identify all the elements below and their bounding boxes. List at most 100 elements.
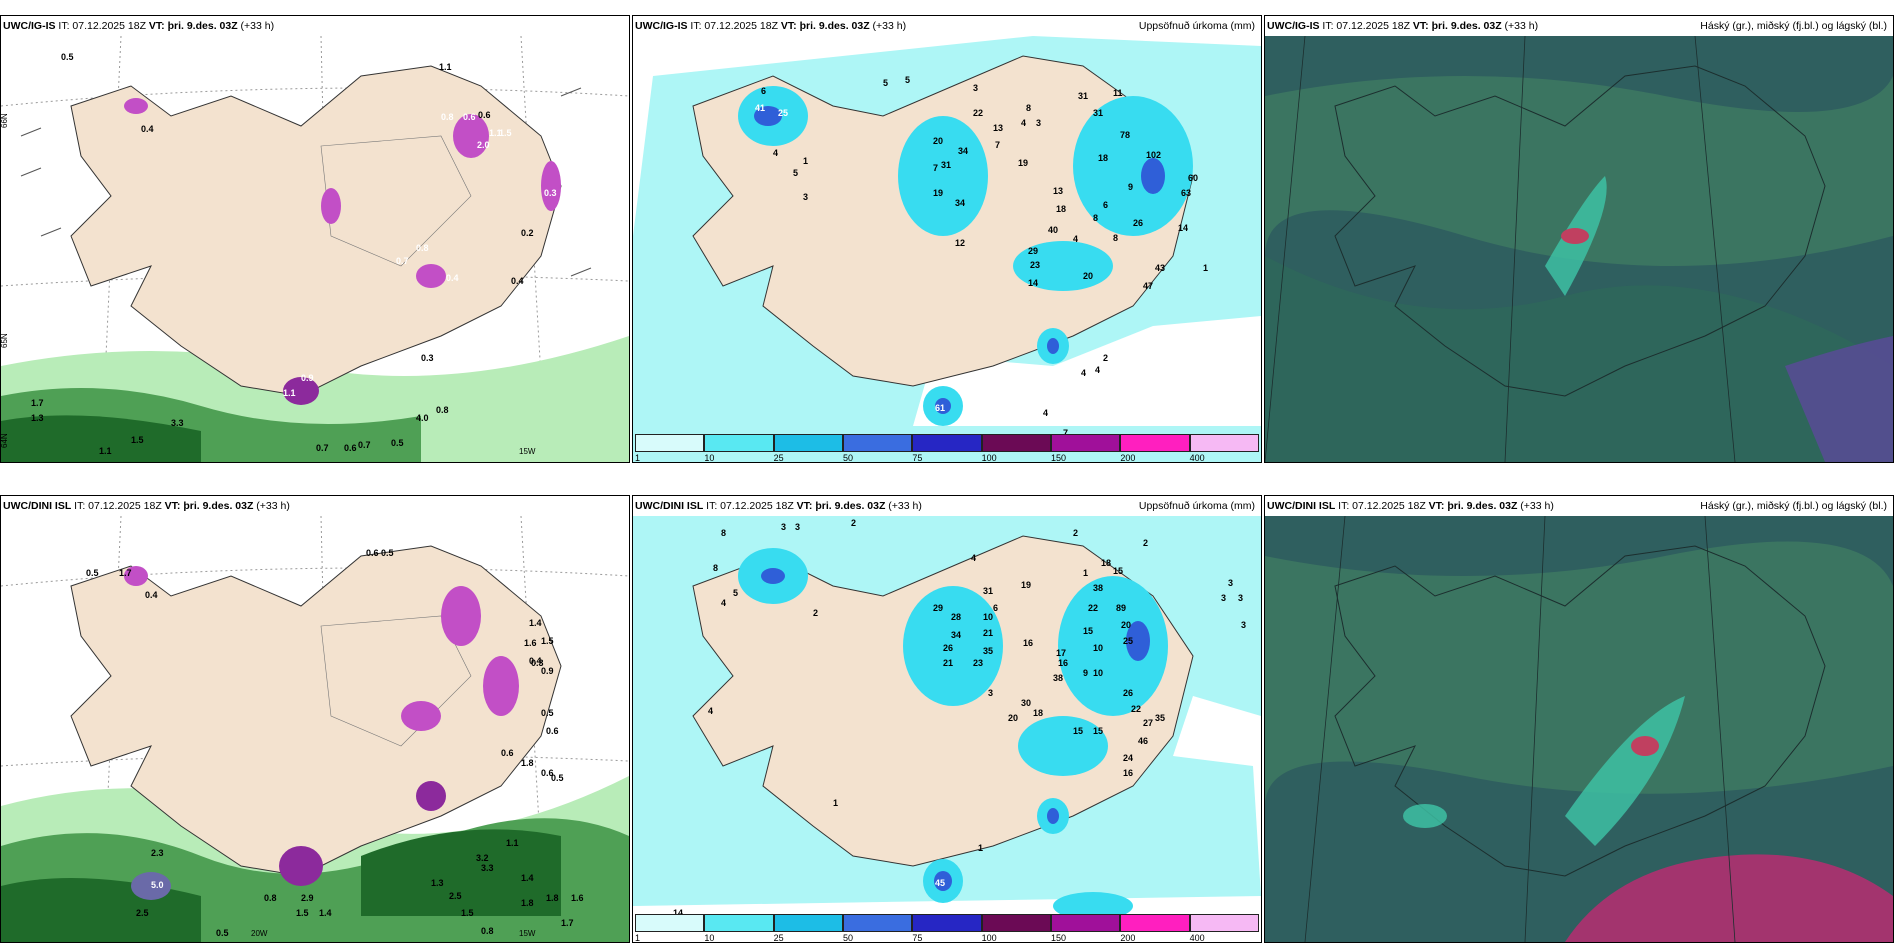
- value-label: 19: [1018, 158, 1028, 168]
- colorbar-segment: [1051, 434, 1121, 452]
- colorbar-tick: 100: [981, 933, 997, 943]
- panel-header: UWC/DINI ISL IT: 07.12.2025 18Z VT: þri.…: [1265, 496, 1893, 516]
- value-label: 22: [1131, 704, 1141, 714]
- value-label: 7: [1063, 428, 1068, 438]
- value-label: 6: [993, 603, 998, 613]
- value-label: 4: [773, 148, 778, 158]
- value-label: 21: [943, 658, 953, 668]
- lead-time: (+33 h): [872, 20, 907, 32]
- value-label: 18: [1101, 558, 1111, 568]
- value-label: 0.5: [381, 548, 394, 558]
- value-label: 0.5: [551, 773, 564, 783]
- panel-header: UWC/IG-IS IT: 07.12.2025 18Z VT: þri. 9.…: [1265, 16, 1893, 36]
- value-label: 3: [1221, 593, 1226, 603]
- valid-label: VT:: [796, 500, 813, 512]
- colorbar-tick: 25: [773, 933, 784, 943]
- value-label: 0.5: [391, 438, 404, 448]
- value-label: 61: [935, 403, 945, 413]
- value-label: 0.3: [531, 658, 544, 668]
- value-label: 1.3: [431, 878, 444, 888]
- value-label: 26: [1123, 688, 1133, 698]
- value-label: 8: [1093, 213, 1098, 223]
- value-label: 15: [1113, 566, 1123, 576]
- value-label: 20: [1121, 620, 1131, 630]
- init-time: IT: 07.12.2025 18Z: [74, 500, 162, 512]
- value-label: 8: [713, 563, 718, 573]
- value-label: 8: [1113, 233, 1118, 243]
- panel-dini-precip: UWC/DINI ISL IT: 07.12.2025 18Z VT: þri.…: [632, 495, 1262, 943]
- value-label: 24: [1123, 753, 1133, 763]
- panel-title: Uppsöfnuð úrkoma (mm): [1138, 20, 1255, 32]
- value-label: 0.8: [416, 243, 429, 253]
- model-name: UWC/IG-IS: [3, 20, 56, 32]
- value-label: 25: [1123, 636, 1133, 646]
- value-label: 1.4: [529, 618, 542, 628]
- value-label: 2.5: [449, 891, 462, 901]
- value-label: 0.8: [264, 893, 277, 903]
- colorbar-segment: [981, 914, 1051, 932]
- value-label: 0.6: [463, 112, 476, 122]
- value-label: 4: [721, 598, 726, 608]
- latitude-label: 64N: [1, 433, 9, 448]
- colorbar-segment: [1189, 914, 1259, 932]
- value-label: 3: [1241, 620, 1246, 630]
- value-label: 31: [1093, 108, 1103, 118]
- colorbar-segment: [843, 914, 913, 932]
- value-label: 13: [993, 123, 1003, 133]
- wind-map-svg: 0.5 1.1 0.6 0.8 0.6 0.4 0.8 0.4 0.7 0.4 …: [1, 36, 629, 462]
- colorbar-segment: [635, 914, 705, 932]
- init-time: IT: 07.12.2025 18Z: [1338, 500, 1426, 512]
- panel-ig-cloud: UWC/IG-IS IT: 07.12.2025 18Z VT: þri. 9.…: [1264, 15, 1894, 463]
- value-label: 18: [1033, 708, 1043, 718]
- value-label: 0.6: [541, 768, 554, 778]
- value-label: 1.7: [119, 568, 132, 578]
- value-label: 0.9: [301, 373, 314, 383]
- value-label: 13: [1053, 186, 1063, 196]
- value-label: 30: [1021, 698, 1031, 708]
- precip-values: 5 5 3 8 4 3 31 11 22 13 31 20 34 7 19 78…: [755, 75, 1208, 446]
- map-precip-ig: 5 5 3 8 4 3 31 11 22 13 31 20 34 7 19 78…: [633, 36, 1261, 462]
- panel-title: Háský (gr.), miðský (fj.bl.) og lágský (…: [1700, 20, 1887, 32]
- value-label: 1.5: [131, 435, 144, 445]
- value-label: 19: [1021, 580, 1031, 590]
- value-label: 10: [1093, 643, 1103, 653]
- value-label: 9: [1128, 182, 1133, 192]
- value-label: 46: [1138, 736, 1148, 746]
- colorbar-segment: [1051, 914, 1121, 932]
- map-cloud-ig: [1265, 36, 1893, 462]
- init-time: IT: 07.12.2025 18Z: [690, 20, 778, 32]
- value-label: 10: [1093, 668, 1103, 678]
- map-wind-dini: 0.6 0.5 0.5 1.7 0.4 1.5 1.6 1.4 0.3 0.5 …: [1, 516, 629, 942]
- value-label: 14: [673, 908, 683, 918]
- value-label: 23: [973, 658, 983, 668]
- value-label: 0.6: [546, 726, 559, 736]
- value-label: 1.6: [571, 893, 584, 903]
- value-label: 31: [941, 160, 951, 170]
- value-label: 7: [995, 140, 1000, 150]
- value-label: 31: [983, 586, 993, 596]
- valid-time: þri. 9.des. 03Z: [183, 500, 254, 512]
- precip-colorbar: 1 10 25 50 75 100 150 200 400: [635, 914, 1259, 942]
- value-label: 19: [933, 188, 943, 198]
- value-label: 0.6: [366, 548, 379, 558]
- colorbar-tick: 150: [1051, 453, 1067, 463]
- value-label: 3.3: [171, 418, 184, 428]
- value-label: 1.1: [99, 446, 112, 456]
- value-label: 2.3: [151, 848, 164, 858]
- value-label: 1.1: [506, 838, 519, 848]
- value-label: 25: [778, 108, 788, 118]
- value-label: 1.8: [521, 758, 534, 768]
- value-label: 3: [795, 522, 800, 532]
- panel-title: Uppsöfnuð úrkoma (mm): [1138, 500, 1255, 512]
- value-label: 3: [1036, 118, 1041, 128]
- colorbar-segment: [1120, 434, 1190, 452]
- value-label: 3.3: [481, 863, 494, 873]
- colorbar-segment: [1120, 914, 1190, 932]
- panel-ig-precip: UWC/IG-IS IT: 07.12.2025 18Z VT: þri. 9.…: [632, 15, 1262, 463]
- value-label: 3: [988, 688, 993, 698]
- value-label: 2: [1103, 353, 1108, 363]
- value-label: 0.8: [481, 926, 494, 936]
- lead-time: (+33 h): [240, 20, 275, 32]
- colorbar-tick: 75: [912, 933, 923, 943]
- value-label: 1.6: [524, 638, 537, 648]
